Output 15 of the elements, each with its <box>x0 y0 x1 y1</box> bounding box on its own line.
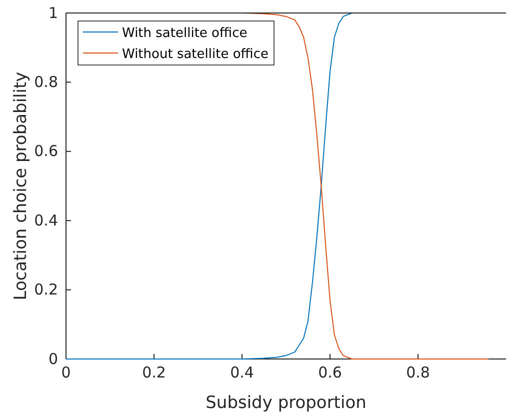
x-tick-label: 0 <box>61 364 71 382</box>
legend-label: Without satellite office <box>122 47 269 62</box>
x-tick-label: 0.2 <box>142 364 166 382</box>
y-tick-label: 1 <box>48 4 58 22</box>
y-tick-label: 0 <box>48 350 58 368</box>
y-axis-title: Location choice probability <box>11 72 31 300</box>
x-tick-label: 0.6 <box>318 364 342 382</box>
y-tick-label: 0.4 <box>34 211 58 230</box>
y-tick-label: 0.8 <box>34 73 58 91</box>
legend-label: With satellite office <box>122 26 248 41</box>
x-axis-title: Subsidy proportion <box>206 393 366 413</box>
x-tick-label: 0.8 <box>406 364 430 382</box>
y-tick-label: 0.2 <box>34 280 58 299</box>
x-tick-label: 0.4 <box>230 364 254 382</box>
y-tick-label: 0.6 <box>34 142 58 160</box>
